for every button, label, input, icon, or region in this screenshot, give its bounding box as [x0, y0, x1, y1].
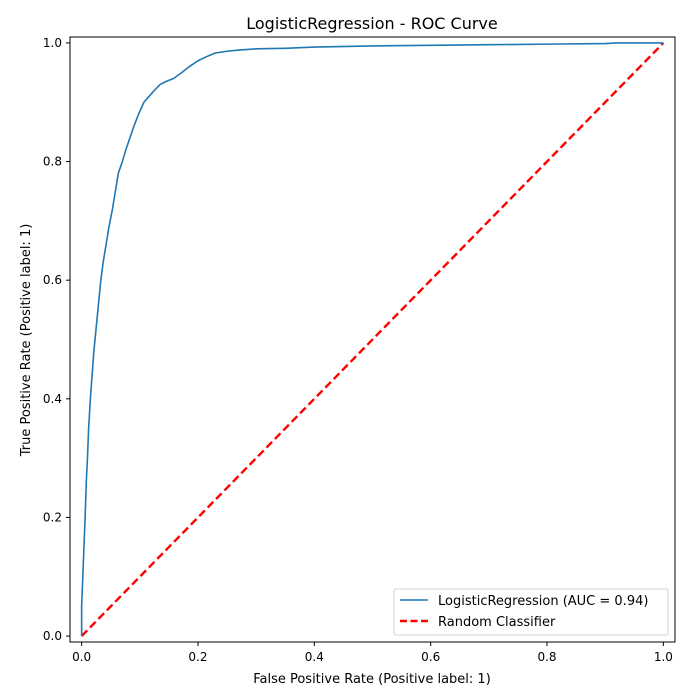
x-tick-label: 0.4	[305, 650, 324, 664]
y-axis-ticks: 0.0 0.2 0.4 0.6 0.8 1.0	[43, 36, 70, 643]
x-tick-label: 0.6	[421, 650, 440, 664]
legend: LogisticRegression (AUC = 0.94) Random C…	[393, 588, 669, 636]
x-tick-label: 0.2	[188, 650, 207, 664]
legend-label-random-classifier: Random Classifier	[438, 615, 556, 630]
y-tick-label: 0.8	[43, 155, 62, 169]
y-tick-label: 0.0	[43, 629, 62, 643]
y-tick-label: 1.0	[43, 36, 62, 50]
y-tick-label: 0.6	[43, 273, 62, 287]
legend-box	[393, 588, 669, 636]
random-classifier-line	[80, 42, 665, 637]
roc-curve-logistic-regression	[80, 42, 664, 637]
y-tick-label: 0.4	[43, 392, 62, 406]
x-axis-label: False Positive Rate (Positive label: 1)	[253, 672, 491, 687]
y-axis-label: True Positive Rate (Positive label: 1)	[19, 224, 34, 458]
plot-area	[69, 36, 676, 643]
y-tick-label: 0.2	[43, 510, 62, 524]
x-tick-label: 1.0	[654, 650, 673, 664]
legend-label-logistic-regression: LogisticRegression (AUC = 0.94)	[438, 594, 648, 609]
series-layer	[80, 42, 665, 637]
x-axis-ticks: 0.0 0.2 0.4 0.6 0.8 1.0	[72, 642, 673, 664]
x-tick-label: 0.8	[537, 650, 556, 664]
x-tick-label: 0.0	[72, 650, 91, 664]
chart-title: LogisticRegression - ROC Curve	[246, 14, 498, 33]
